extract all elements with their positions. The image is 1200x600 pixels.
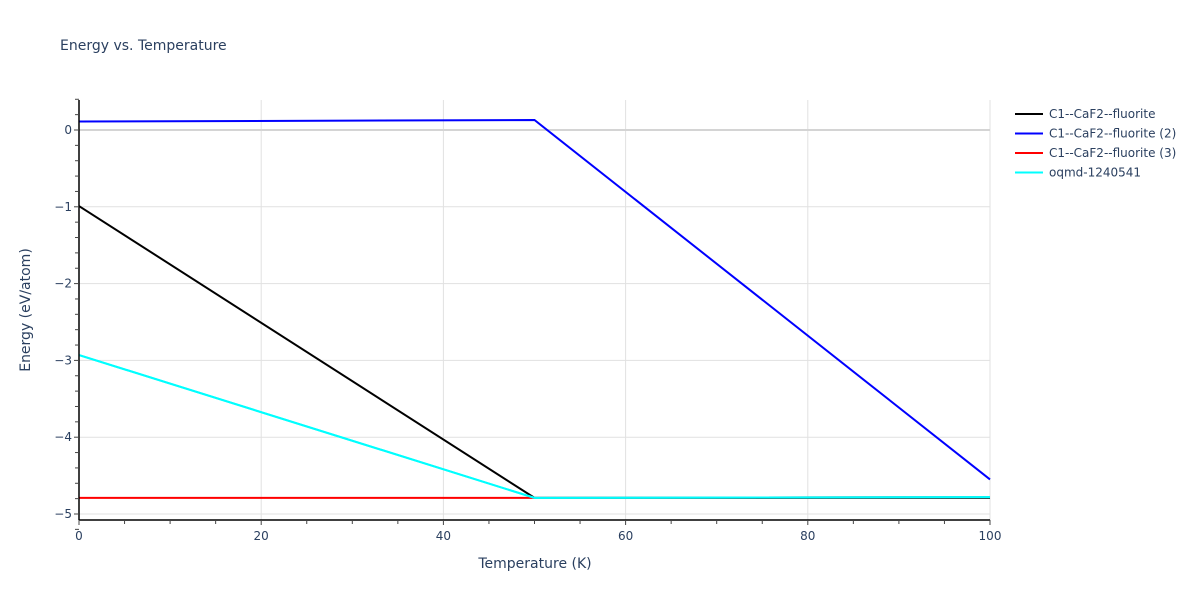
- y-tick-label: −1: [54, 200, 72, 214]
- x-tick-label: 20: [254, 529, 269, 543]
- y-axis-label: Energy (eV/atom): [18, 248, 34, 372]
- y-tick-label: −2: [54, 277, 72, 291]
- y-tick-label: −4: [54, 430, 72, 444]
- legend-item[interactable]: oqmd-1240541: [1049, 166, 1141, 180]
- y-tick-label: −5: [54, 507, 72, 521]
- x-axis-label: Temperature (K): [477, 556, 591, 572]
- legend-item[interactable]: C1--CaF2--fluorite (2): [1049, 127, 1176, 141]
- legend-item[interactable]: C1--CaF2--fluorite (3): [1049, 146, 1176, 160]
- y-tick-label: 0: [64, 123, 72, 137]
- legend: C1--CaF2--fluorite C1--CaF2--fluorite (2)…: [1015, 107, 1176, 180]
- plot-series: [78, 119, 991, 499]
- x-tick-label: 60: [618, 529, 633, 543]
- x-tick-label: 0: [75, 529, 83, 543]
- grid-lines: [79, 100, 991, 520]
- x-tick-label: 40: [436, 529, 451, 543]
- y-tick-label: −3: [54, 353, 72, 367]
- x-tick-label: 100: [979, 529, 1002, 543]
- series-line-top: [78, 354, 991, 499]
- chart-title: Energy vs. Temperature: [60, 38, 227, 54]
- axes: 0 20 40 60 80 100 0 −1 −2 −3 −4 −5: [54, 98, 1002, 543]
- legend-item[interactable]: C1--CaF2--fluorite: [1049, 107, 1155, 121]
- x-tick-label: 80: [800, 529, 815, 543]
- series-line: [78, 119, 991, 481]
- series-line: [78, 205, 990, 499]
- series-line: [78, 354, 991, 499]
